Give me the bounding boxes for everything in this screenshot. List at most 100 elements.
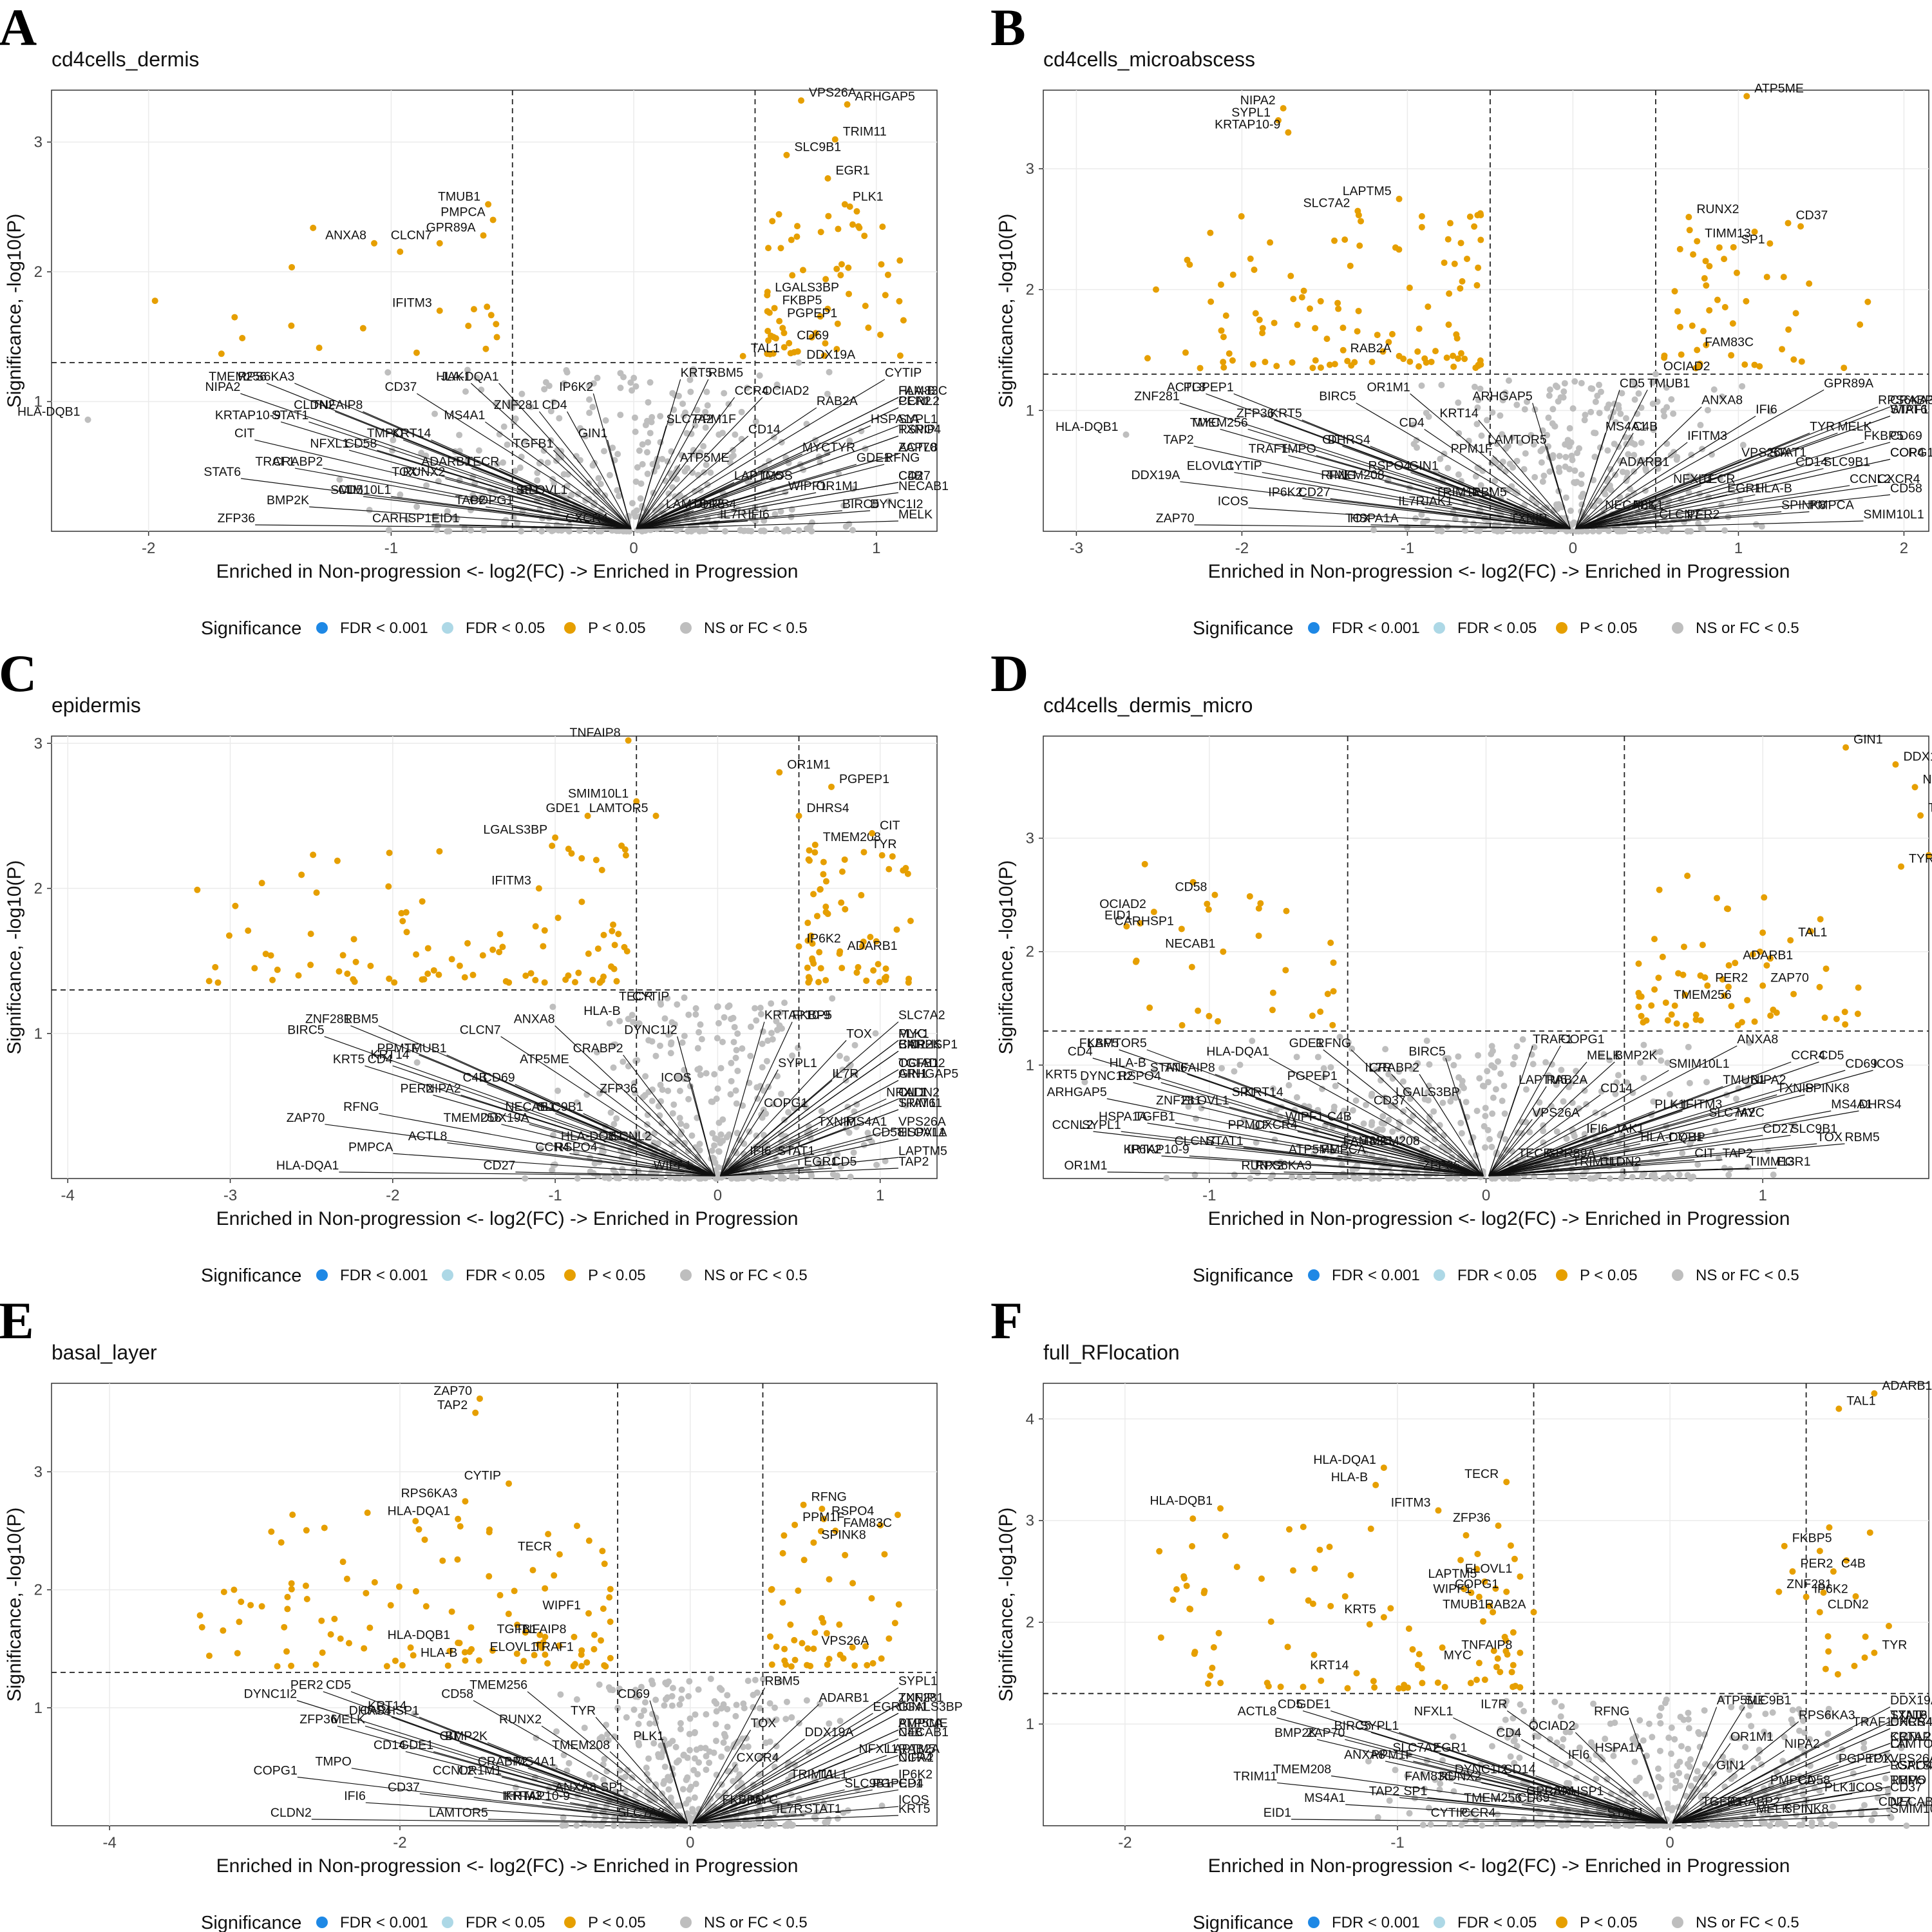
data-point — [769, 1036, 776, 1043]
data-point — [1378, 1077, 1385, 1084]
label-connector — [1194, 524, 1571, 529]
data-point — [1336, 1034, 1343, 1041]
data-point — [418, 450, 425, 457]
label-connector — [1297, 1131, 1484, 1177]
gene-label: KRTAP10-9 — [1215, 118, 1280, 132]
data-point — [274, 1663, 281, 1670]
gene-label: PER2 — [1715, 971, 1748, 985]
data-point — [1763, 962, 1770, 969]
data-point — [1763, 274, 1770, 281]
data-point — [1671, 288, 1678, 295]
data-point — [1636, 527, 1643, 535]
gene-label: CCR4 — [1791, 1048, 1825, 1063]
gene-label: TRAF1 — [1853, 1715, 1893, 1729]
data-point — [674, 1802, 681, 1809]
gene-label: CD4 — [1068, 1045, 1093, 1059]
gene-label: ARHGAP5 — [1472, 390, 1532, 404]
data-point — [1721, 527, 1728, 534]
y-tick-label: 1 — [34, 1700, 43, 1717]
data-point — [703, 461, 710, 468]
data-point — [522, 438, 529, 445]
gene-label: CD4 — [1496, 1726, 1521, 1740]
data-point — [1699, 942, 1706, 949]
gene-label: RBM5 — [708, 366, 743, 380]
gene-label: ICOS — [661, 1071, 692, 1085]
data-point — [1728, 1776, 1735, 1783]
gene-label: JAK1 — [441, 370, 471, 384]
data-point — [714, 1035, 721, 1042]
data-point — [717, 498, 724, 505]
data-point — [337, 1635, 344, 1642]
data-point — [1475, 264, 1482, 271]
data-point — [1511, 1054, 1519, 1061]
data-point — [1821, 1014, 1828, 1021]
labeled-point — [552, 834, 559, 841]
data-point — [493, 401, 500, 408]
data-point — [708, 1147, 715, 1154]
data-point — [656, 1042, 663, 1049]
data-point — [1298, 294, 1305, 301]
gene-label: GDE1 — [399, 1738, 433, 1752]
data-point — [1673, 456, 1680, 463]
legend-title: Significance — [201, 618, 301, 639]
data-point — [594, 1172, 601, 1179]
data-point — [1396, 1068, 1403, 1075]
data-point — [573, 1099, 580, 1106]
gene-label: CLDN2 — [270, 1806, 312, 1820]
data-point — [251, 965, 258, 972]
gene-label: HLA-B — [1755, 481, 1792, 495]
gene-label: HLA-DQB1 — [1640, 1130, 1703, 1144]
data-point — [703, 1753, 710, 1760]
data-point — [739, 1743, 746, 1750]
data-point — [826, 1720, 833, 1727]
data-point — [1819, 1814, 1826, 1821]
data-point — [789, 272, 796, 279]
data-point — [1665, 1734, 1672, 1741]
data-point — [1691, 1822, 1698, 1829]
data-point — [806, 847, 813, 854]
data-point — [664, 994, 671, 1001]
data-point — [1123, 923, 1130, 930]
data-point — [1571, 1133, 1578, 1140]
data-point — [1725, 962, 1732, 969]
data-point — [1497, 464, 1504, 471]
data-point — [1513, 1043, 1520, 1050]
data-point — [681, 1032, 688, 1039]
data-point — [1645, 527, 1652, 534]
data-point — [1680, 943, 1687, 951]
label-connector — [1092, 1057, 1484, 1177]
data-point — [788, 1663, 795, 1670]
data-point — [303, 1527, 310, 1534]
data-point — [551, 480, 558, 487]
data-point — [891, 1620, 898, 1627]
data-point — [1376, 1126, 1383, 1133]
data-point — [1622, 1821, 1629, 1828]
data-point — [681, 1175, 688, 1182]
label-connector — [692, 1764, 737, 1824]
data-point — [1289, 1567, 1296, 1574]
data-point — [1420, 519, 1427, 526]
gene-label: STAT1 — [1206, 1134, 1244, 1148]
data-point — [853, 208, 860, 215]
data-point — [1832, 1822, 1839, 1829]
gene-label: CCNL2 — [1850, 472, 1891, 486]
label-connector — [527, 1691, 688, 1824]
data-point — [1418, 1665, 1425, 1672]
data-point — [1726, 1766, 1733, 1774]
data-point — [763, 1822, 770, 1829]
data-point — [864, 1130, 871, 1137]
x-tick-label: -1 — [1202, 1187, 1216, 1204]
data-point — [1510, 1738, 1517, 1745]
data-point — [779, 325, 786, 332]
legend-label: P < 0.05 — [588, 1267, 646, 1284]
label-connector — [1337, 1082, 1484, 1177]
y-axis-label: Significance, -log10(P) — [4, 1508, 25, 1702]
data-point — [1459, 278, 1466, 285]
data-point — [1795, 1821, 1803, 1828]
data-point — [1563, 1135, 1570, 1142]
data-point — [1363, 1101, 1370, 1108]
legend-label: NS or FC < 0.5 — [704, 620, 808, 637]
data-point — [1567, 507, 1574, 515]
data-point — [1871, 1810, 1878, 1817]
data-point — [1924, 1760, 1931, 1767]
